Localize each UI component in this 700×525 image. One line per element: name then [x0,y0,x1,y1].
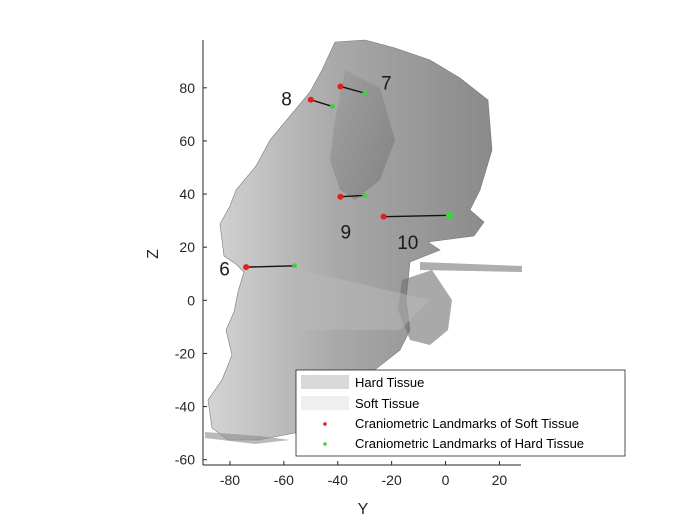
soft-landmark-point-7 [337,83,344,90]
landmark-connector-9 [340,194,365,198]
y-tick-label: 80 [179,80,195,96]
landmark-label-6: 6 [219,259,230,280]
soft-landmark-point-9 [337,193,344,200]
x-tick-label: -20 [382,472,402,488]
soft-landmark-point-8 [307,96,314,103]
y-tick-label: 60 [179,133,195,149]
landmark-connector-7 [340,85,365,94]
x-tick-label: -40 [328,472,348,488]
landmark-connector-6 [246,265,295,268]
x-axis-title: Y [358,501,369,518]
y-axis-title: Z [145,249,162,259]
hard-landmark-point-6 [292,263,298,269]
x-tick-label: 20 [492,472,508,488]
landmark-connector-8 [310,99,333,108]
landmark-label-8: 8 [281,89,292,110]
legend-marker-hard-landmark [323,442,327,446]
landmark-layer: 6 7 8 9 10 [219,74,454,280]
landmark-connector-10 [383,214,450,218]
hard-landmark-point-9 [362,192,368,198]
landmark-label-7: 7 [381,74,392,95]
hard-landmark-point-10 [445,211,454,219]
y-tick-label: 0 [187,292,195,308]
x-tick-label: -80 [220,472,240,488]
legend-label-soft-landmarks: Craniometric Landmarks of Soft Tissue [355,416,579,431]
x-axis: -80 -60 -40 -20 0 20 [203,461,521,488]
legend-box [295,369,626,457]
legend-label-soft-tissue: Soft Tissue [355,396,419,411]
y-tick-label: 20 [179,239,195,255]
hard-landmark-point-7 [362,90,368,96]
y-tick-label: -20 [175,345,195,361]
legend: Hard Tissue Soft Tissue Craniometric Lan… [295,369,626,457]
face-surface [205,39,522,444]
landmark-label-10: 10 [397,233,418,254]
y-axis: -60 -40 -20 0 20 40 60 80 [175,40,207,468]
legend-label-hard-tissue: Hard Tissue [355,375,424,390]
y-tick-label: -40 [175,399,195,415]
legend-marker-soft-landmark [323,422,327,426]
legend-swatch-soft-tissue [301,396,349,410]
y-tick-label: -60 [175,452,195,468]
soft-landmark-point-10 [380,213,387,220]
legend-swatch-hard-tissue [301,375,349,389]
x-tick-label: 0 [442,472,450,488]
soft-landmark-point-6 [243,264,250,271]
y-tick-label: 40 [179,186,195,202]
x-tick-label: -60 [274,472,294,488]
landmark-label-9: 9 [341,222,352,243]
hard-landmark-point-8 [329,104,335,109]
legend-label-hard-landmarks: Craniometric Landmarks of Hard Tissue [355,436,584,451]
